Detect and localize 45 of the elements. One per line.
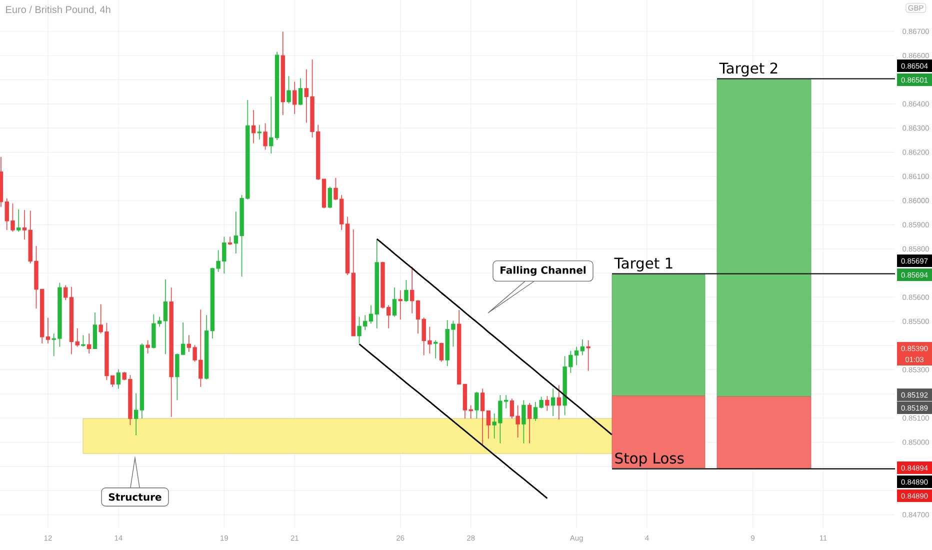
candlestick [75,328,80,348]
candlestick [292,81,297,114]
line-series [376,238,613,436]
candlestick [257,124,262,140]
candlestick [22,210,27,240]
candlestick [550,388,556,417]
candlestick [474,391,479,419]
candlestick [527,402,532,444]
candlestick [368,304,374,324]
candlestick [81,334,86,348]
candlestick [580,339,585,356]
candlestick [522,400,526,444]
candlestick [64,284,68,301]
candlestick [416,300,420,334]
candlestick [286,76,291,104]
annotation: Structure [108,493,162,501]
candlestick [16,209,21,232]
ref-line-label: Target 2 [719,62,778,77]
candlestick [92,312,98,350]
candlestick [545,396,550,412]
candlestick [410,266,414,314]
candlestick [163,278,168,355]
candlestick [134,393,138,436]
ref-line-label: Target 1 [614,258,672,272]
candlestick [46,317,50,344]
candlestick [328,186,332,209]
candlestick [480,388,485,446]
line-series [358,343,548,500]
candlestick [486,410,491,439]
candlestick [116,368,121,389]
candlestick [86,333,92,354]
text: Euro / British Pound, 4h [6,6,110,14]
candlestick [146,340,150,354]
candlestick [298,78,303,106]
candlestick [228,236,232,246]
candlestick [439,342,444,362]
candlestick [398,290,402,320]
candlestick [392,287,397,318]
candlestick [404,280,408,302]
candlestick [586,340,590,372]
candlestick [556,384,562,420]
annotation: Falling Channel [500,266,586,276]
candlestick [263,122,268,150]
candlestick [251,110,256,144]
ref-line-label: Stop Loss [615,452,684,467]
